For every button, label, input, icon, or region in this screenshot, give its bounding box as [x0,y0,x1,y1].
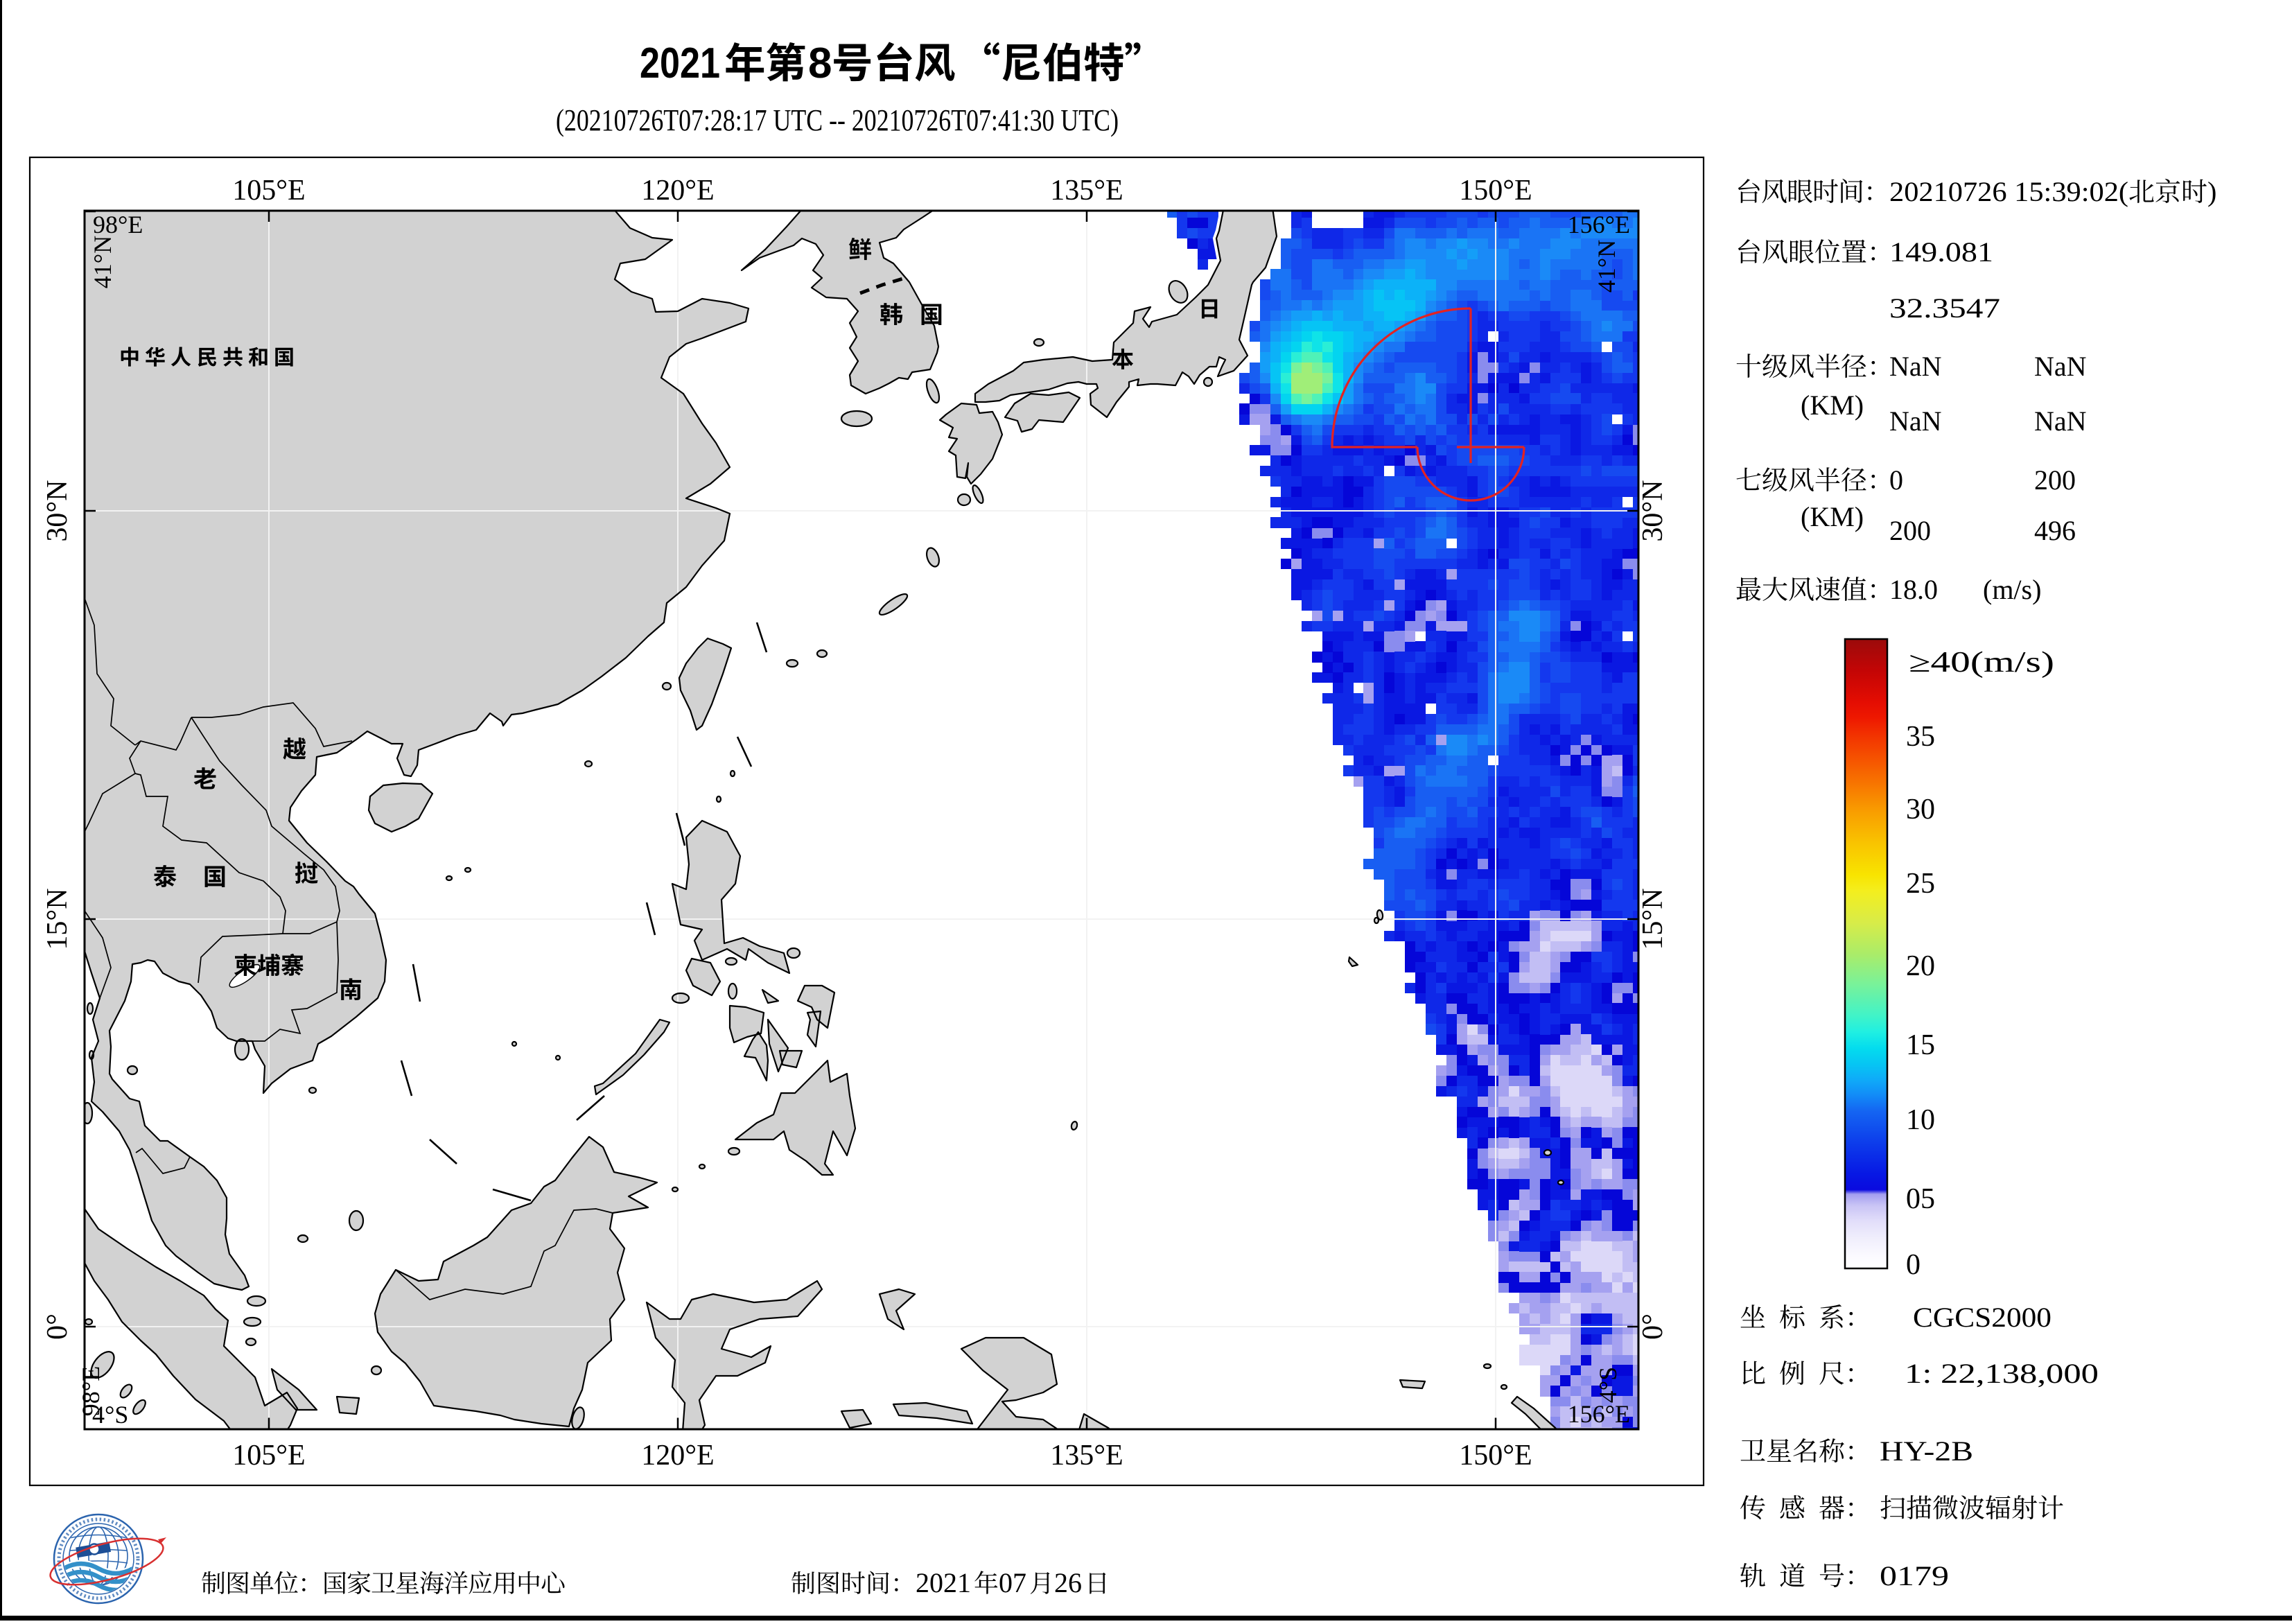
svg-text:105°E: 105°E [232,1440,305,1472]
svg-text:20210726 15:39:02(: 20210726 15:39:02( [1889,176,2128,207]
svg-text:120°E: 120°E [641,1440,714,1472]
svg-text:98°E: 98°E [93,211,143,238]
svg-text:98°E: 98°E [77,1366,105,1416]
svg-text:150°E: 150°E [1459,1440,1532,1472]
svg-text:0179: 0179 [1880,1560,1949,1591]
svg-text:15°N: 15°N [1637,888,1669,950]
svg-text:(KM): (KM) [1801,390,1864,421]
svg-text:NaN: NaN [1889,351,1942,382]
svg-text:35: 35 [1906,721,1935,753]
svg-text:NaN: NaN [2034,405,2087,437]
svg-text:25: 25 [1906,868,1935,900]
svg-text:NaN: NaN [2034,351,2087,382]
svg-text:105°E: 105°E [232,175,305,207]
svg-text:149.081: 149.081 [1889,236,1993,268]
svg-text:≥40(m/s): ≥40(m/s) [1909,647,2054,679]
svg-text:(20210726T07:28:17 UTC -- 2021: (20210726T07:28:17 UTC -- 20210726T07:41… [556,103,1119,137]
svg-text:4°S: 4°S [1594,1367,1622,1403]
svg-text:20: 20 [1906,950,1935,982]
svg-text:2021: 2021 [916,1567,971,1598]
svg-text:(m/s): (m/s) [1983,574,2041,605]
svg-text:200: 200 [2034,464,2076,496]
svg-text:30: 30 [1906,794,1935,826]
svg-text:41°N: 41°N [89,236,116,288]
svg-text:NaN: NaN [1889,405,1942,437]
svg-text:32.3547: 32.3547 [1889,293,2000,324]
svg-text:4°S: 4°S [92,1401,128,1429]
svg-text:1: 22,138,000: 1: 22,138,000 [1905,1358,2099,1389]
svg-text:0: 0 [1889,464,1903,496]
svg-text:30°N: 30°N [42,480,73,541]
svg-text:07: 07 [999,1567,1026,1598]
svg-text:200: 200 [1889,515,1931,546]
svg-text:(KM): (KM) [1801,501,1864,532]
svg-text:120°E: 120°E [641,175,714,207]
svg-text:496: 496 [2034,515,2076,546]
svg-text:0°: 0° [1637,1313,1669,1340]
svg-text:HY-2B: HY-2B [1880,1435,1973,1467]
svg-text:135°E: 135°E [1050,175,1123,207]
svg-text:135°E: 135°E [1050,1440,1123,1472]
svg-text:8: 8 [808,40,832,87]
svg-text:CGCS2000: CGCS2000 [1913,1302,2052,1333]
svg-text:18.0: 18.0 [1889,574,1938,605]
svg-text:): ) [2207,176,2216,207]
svg-text:15°N: 15°N [42,888,73,950]
svg-text:156°E: 156°E [1568,211,1630,238]
svg-text:150°E: 150°E [1459,175,1532,207]
svg-text:41°N: 41°N [1593,240,1620,293]
svg-text:05: 05 [1906,1183,1935,1215]
svg-text:2021: 2021 [640,40,720,87]
svg-text:0°: 0° [42,1313,73,1340]
svg-text:156°E: 156°E [1568,1400,1630,1428]
svg-text:0: 0 [1906,1249,1921,1281]
svg-text:15: 15 [1906,1029,1935,1061]
svg-text:26: 26 [1054,1567,1082,1598]
svg-text:10: 10 [1906,1104,1935,1136]
svg-text:30°N: 30°N [1637,480,1669,541]
